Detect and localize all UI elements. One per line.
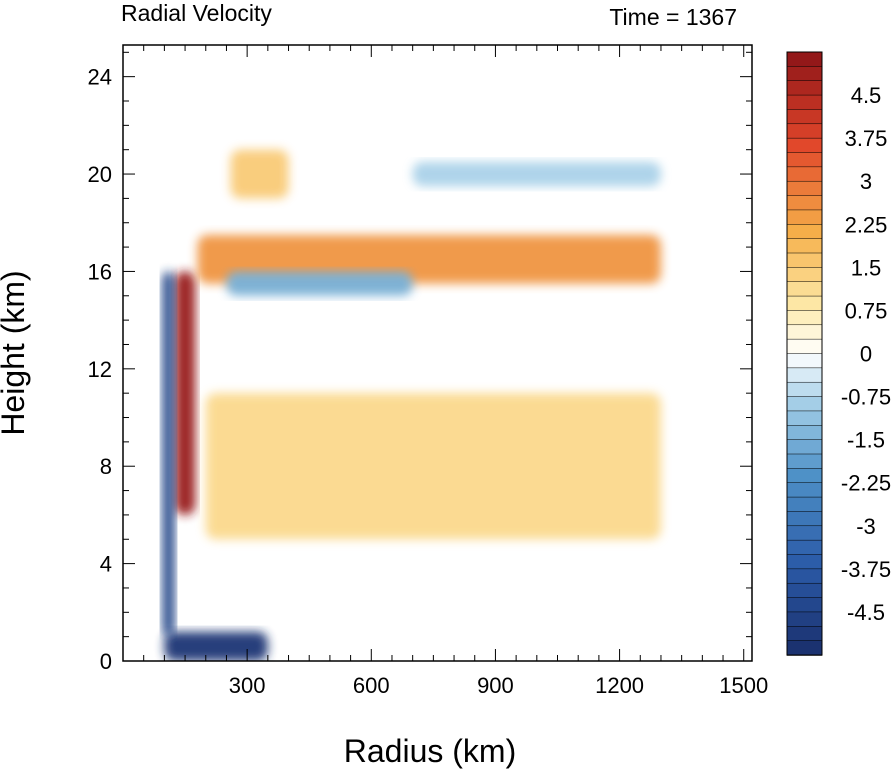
colorbar-frame	[786, 51, 823, 656]
colorbar	[786, 51, 823, 656]
velocity-feature-4	[205, 393, 661, 540]
colorbar-bin	[786, 597, 823, 613]
colorbar-tick-label: -3	[856, 514, 876, 539]
colorbar-bin	[786, 511, 823, 527]
velocity-feature-1	[174, 271, 196, 515]
colorbar-bin	[786, 195, 823, 211]
colorbar-bin	[786, 640, 823, 656]
velocity-feature-0	[164, 631, 268, 661]
colorbar-bin	[786, 338, 823, 355]
velocity-feature-7	[412, 161, 661, 187]
y-tick-label: 12	[88, 357, 112, 382]
x-axis-label: Radius (km)	[344, 733, 516, 769]
colorbar-tick-label: 3	[860, 169, 872, 194]
colorbar-bin	[786, 353, 823, 369]
colorbar-bin	[786, 324, 823, 340]
colorbar-bin	[786, 94, 823, 111]
colorbar-tick-label: 1.5	[851, 255, 882, 280]
colorbar-bin	[786, 539, 823, 556]
x-axis-ticks: 300 600 900 1200 1500	[143, 45, 768, 698]
chart-title: Radial Velocity	[121, 0, 272, 26]
colorbar-bin	[786, 166, 823, 182]
colorbar-bin	[786, 611, 823, 628]
velocity-feature-2	[162, 271, 175, 637]
time-label: Time = 1367	[609, 4, 737, 30]
y-tick-label: 16	[88, 259, 112, 284]
colorbar-tick-label: 0.75	[845, 298, 888, 323]
colorbar-bin	[786, 396, 823, 412]
colorbar-bin	[786, 626, 823, 642]
y-axis-ticks: 0 4 8 12 16 20 24	[88, 51, 752, 674]
colorbar-tick-label: -4.5	[847, 600, 885, 625]
colorbar-bin	[786, 281, 823, 297]
colorbar-bin	[786, 109, 823, 125]
colorbar-bin	[786, 238, 823, 254]
x-tick-label: 900	[477, 673, 514, 698]
colorbar-labels: 4.5 3.75 3 2.25 1.5 0.75 0 -0.75 -1.5 -2.25 -3 -3.7…	[841, 83, 891, 625]
x-tick-label: 300	[229, 673, 266, 698]
y-tick-label: 8	[100, 454, 112, 479]
colorbar-bin	[786, 367, 823, 383]
colorbar-bin	[786, 582, 823, 599]
velocity-contour-field	[162, 149, 661, 661]
colorbar-bin	[786, 209, 823, 226]
colorbar-bin	[786, 381, 823, 398]
colorbar-bin	[786, 482, 823, 498]
colorbar-tick-label: 4.5	[851, 83, 882, 108]
colorbar-bin	[786, 554, 823, 570]
colorbar-bin	[786, 152, 823, 168]
colorbar-tick-label: -2.25	[841, 471, 891, 496]
colorbar-bin	[786, 496, 823, 513]
colorbar-tick-label: 0	[860, 342, 872, 367]
colorbar-bin	[786, 224, 823, 240]
y-tick-label: 20	[88, 162, 112, 187]
colorbar-tick-label: -1.5	[847, 428, 885, 453]
velocity-feature-6	[230, 149, 289, 199]
colorbar-tick-label: -3.75	[841, 557, 891, 582]
colorbar-bin	[786, 252, 823, 269]
velocity-feature-5	[226, 271, 413, 296]
x-tick-label: 1200	[595, 673, 644, 698]
y-tick-label: 0	[100, 649, 112, 674]
x-tick-label: 1500	[719, 673, 768, 698]
colorbar-bin	[786, 137, 823, 154]
colorbar-bin	[786, 295, 823, 312]
colorbar-tick-label: 3.75	[845, 126, 888, 151]
colorbar-bin	[786, 123, 823, 139]
plot-frame	[122, 44, 753, 662]
colorbar-bin	[786, 468, 823, 484]
colorbar-bin	[786, 425, 823, 441]
y-tick-label: 4	[100, 552, 112, 577]
colorbar-tick-label: 2.25	[845, 212, 888, 237]
colorbar-bin	[786, 80, 823, 96]
colorbar-bin	[786, 267, 823, 283]
colorbar-bin	[786, 310, 823, 326]
colorbar-bin	[786, 439, 823, 455]
colorbar-bin	[786, 51, 823, 68]
colorbar-bin	[786, 568, 823, 584]
colorbar-bin	[786, 180, 823, 197]
colorbar-bin	[786, 410, 823, 427]
colorbar-bin	[786, 453, 823, 470]
colorbar-bin	[786, 66, 823, 82]
y-axis-label: Height (km)	[0, 270, 31, 435]
colorbar-bin	[786, 525, 823, 541]
colorbar-tick-label: -0.75	[841, 385, 891, 410]
y-tick-label: 24	[88, 65, 112, 90]
x-tick-label: 600	[353, 673, 390, 698]
